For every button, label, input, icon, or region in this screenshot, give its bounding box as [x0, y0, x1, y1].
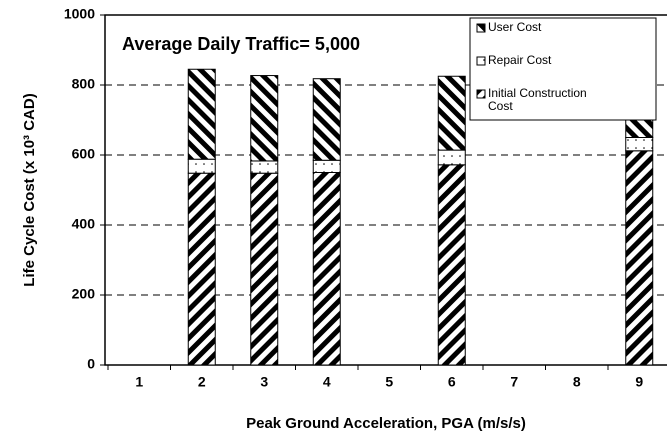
legend-swatch: [476, 23, 486, 33]
plot-frame: [104, 14, 667, 366]
y-tick-label: 400: [72, 216, 96, 232]
legend-label: Initial Construction Cost: [488, 86, 587, 113]
annotation: Average Daily Traffic= 5,000: [122, 34, 360, 54]
bar-segment: [625, 150, 654, 366]
y-tick-label: 1000: [64, 6, 95, 22]
x-tick-label: 4: [323, 374, 331, 390]
x-tick-label: 5: [385, 374, 393, 390]
legend-label: Repair Cost: [488, 53, 552, 67]
x-tick-label: 1: [135, 374, 143, 390]
bar-segment: [437, 149, 466, 166]
bar-segment: [187, 158, 216, 174]
bar-segment: [312, 78, 341, 161]
bar-segment: [625, 137, 654, 152]
legend-label: User Cost: [488, 20, 542, 34]
y-tick-label: 600: [72, 146, 96, 162]
x-tick-label: 8: [573, 374, 581, 390]
legend-swatch: [476, 56, 486, 66]
bar-segment: [187, 68, 216, 160]
legend-box: [469, 17, 657, 121]
bar-segment: [187, 172, 216, 366]
x-tick-label: 9: [635, 374, 643, 390]
x-tick-label: 3: [260, 374, 268, 390]
bar-segment: [312, 172, 341, 366]
x-tick-label: 6: [448, 374, 456, 390]
bar-segment: [250, 75, 279, 162]
legend-swatch: [476, 89, 486, 99]
x-axis-title: Peak Ground Acceleration, PGA (m/s/s): [246, 415, 526, 432]
bar-segment: [250, 172, 279, 366]
y-axis-title: Life Cycle Cost (x 10³ CAD): [21, 93, 38, 286]
x-tick-label: 2: [198, 374, 206, 390]
y-tick-label: 0: [87, 356, 95, 372]
bar-segment: [437, 164, 466, 366]
bar-segment: [312, 159, 341, 173]
y-tick-label: 800: [72, 76, 96, 92]
y-tick-label: 200: [72, 286, 96, 302]
bar-segment: [437, 75, 466, 151]
bar-segment: [250, 160, 279, 174]
x-tick-label: 7: [510, 374, 518, 390]
